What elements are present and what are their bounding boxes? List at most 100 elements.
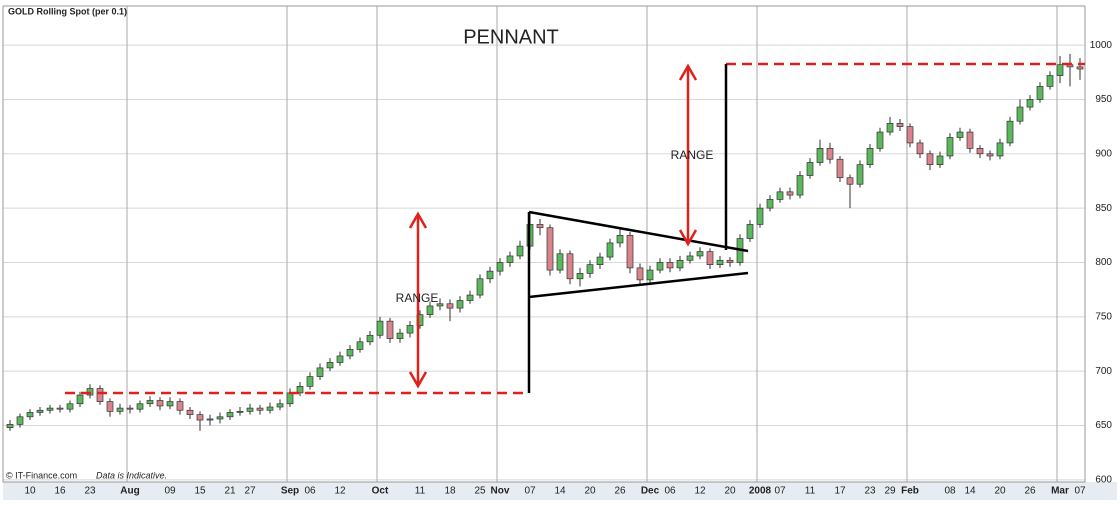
- candle-body: [406, 325, 414, 334]
- candle-body: [176, 401, 184, 411]
- y-tick-label: 900: [1095, 148, 1112, 159]
- candle-body: [36, 409, 44, 413]
- pattern-label: PENNANT: [463, 26, 559, 48]
- candle-body: [1026, 99, 1034, 108]
- candle-body: [266, 406, 274, 411]
- chart-title: GOLD Rolling Spot (per 0.1): [8, 6, 127, 16]
- candle-body: [946, 137, 954, 157]
- x-tick-label: 11: [415, 486, 426, 497]
- candle-body: [896, 123, 904, 127]
- x-tick-label: Nov: [491, 486, 510, 497]
- plot-border: [2, 5, 1086, 483]
- candle-body: [856, 164, 864, 185]
- candle-body: [836, 158, 844, 179]
- candle-body: [606, 242, 614, 258]
- range-arrow-left: [408, 211, 428, 389]
- candle-body: [6, 424, 14, 429]
- candle-body: [976, 148, 984, 155]
- candle-body: [136, 403, 144, 410]
- x-tick-label: 14: [964, 486, 976, 497]
- candle-body: [396, 332, 404, 339]
- candle-body: [746, 224, 754, 239]
- x-tick-label: 07: [524, 486, 536, 497]
- candle-body: [546, 227, 554, 271]
- candle-body: [106, 401, 114, 412]
- candle-body: [646, 269, 654, 281]
- candle-body: [166, 401, 174, 407]
- candle-body: [906, 126, 914, 144]
- x-tick-label: 14: [554, 486, 566, 497]
- x-tick-label: Mar: [1051, 486, 1069, 497]
- candle-body: [1076, 66, 1084, 70]
- candle-body: [716, 259, 724, 265]
- range-label: RANGE: [671, 148, 714, 162]
- candle-body: [56, 407, 64, 410]
- candle-body: [786, 191, 794, 196]
- candle-body: [996, 142, 1004, 157]
- candle-body: [536, 224, 544, 229]
- range-label: RANGE: [396, 291, 439, 305]
- candle-body: [556, 253, 564, 271]
- candle-body: [986, 153, 994, 157]
- y-tick-label: 800: [1095, 257, 1112, 268]
- x-tick-label: 16: [54, 486, 66, 497]
- x-tick-label: Oct: [372, 486, 389, 497]
- x-tick-label: Feb: [901, 486, 919, 497]
- candle-body: [336, 355, 344, 363]
- candle-body: [466, 294, 474, 301]
- candle-body: [366, 334, 374, 343]
- x-tick-label: 20: [724, 486, 736, 497]
- candle-body: [156, 400, 164, 407]
- pennant-top: [528, 210, 749, 253]
- x-tick-label: 06: [664, 486, 676, 497]
- candle-body: [926, 153, 934, 166]
- candle-body: [476, 278, 484, 296]
- pennant-bottom: [528, 271, 749, 299]
- x-tick-label: 08: [944, 486, 956, 497]
- x-tick-label: 09: [164, 486, 176, 497]
- x-tick-label: 26: [1024, 486, 1036, 497]
- candle-body: [586, 264, 594, 274]
- grid: [3, 6, 1085, 482]
- candle-body: [886, 123, 894, 133]
- candle-body: [1006, 120, 1014, 144]
- candle-body: [296, 386, 304, 394]
- y-tick-label: 1000: [1090, 40, 1113, 51]
- y-tick-label: 950: [1095, 94, 1112, 105]
- x-tick-label: 18: [444, 486, 456, 497]
- y-tick-label: 850: [1095, 203, 1112, 214]
- candle-body: [1016, 106, 1024, 122]
- candle-body: [876, 131, 884, 149]
- candle-body: [306, 376, 314, 387]
- candle-body: [956, 131, 964, 138]
- candle-body: [186, 409, 194, 415]
- candle-body: [116, 407, 124, 412]
- candle-body: [496, 262, 504, 272]
- x-tick-label: 20: [994, 486, 1006, 497]
- candle-body: [626, 234, 634, 269]
- candle-body: [656, 262, 664, 271]
- candle-body: [816, 148, 824, 163]
- candle-body: [696, 251, 704, 257]
- candle-body: [486, 270, 494, 280]
- x-tick-label: 20: [584, 486, 596, 497]
- candle-body: [196, 414, 204, 421]
- candle-body: [516, 245, 524, 257]
- x-tick-label: 26: [614, 486, 626, 497]
- x-tick-label: 07: [1074, 486, 1086, 497]
- candle-body: [76, 394, 84, 405]
- candle-body: [216, 416, 224, 420]
- candle-body: [806, 162, 814, 176]
- candle-body: [146, 400, 154, 405]
- candle-body: [1046, 75, 1054, 87]
- candle-body: [66, 403, 74, 410]
- y-tick-label: 650: [1095, 420, 1112, 431]
- candle-body: [206, 418, 214, 421]
- candle-body: [846, 177, 854, 185]
- candle-body: [566, 253, 574, 280]
- candle-body: [796, 175, 804, 196]
- candle-body: [236, 411, 244, 413]
- candle-body: [26, 412, 34, 418]
